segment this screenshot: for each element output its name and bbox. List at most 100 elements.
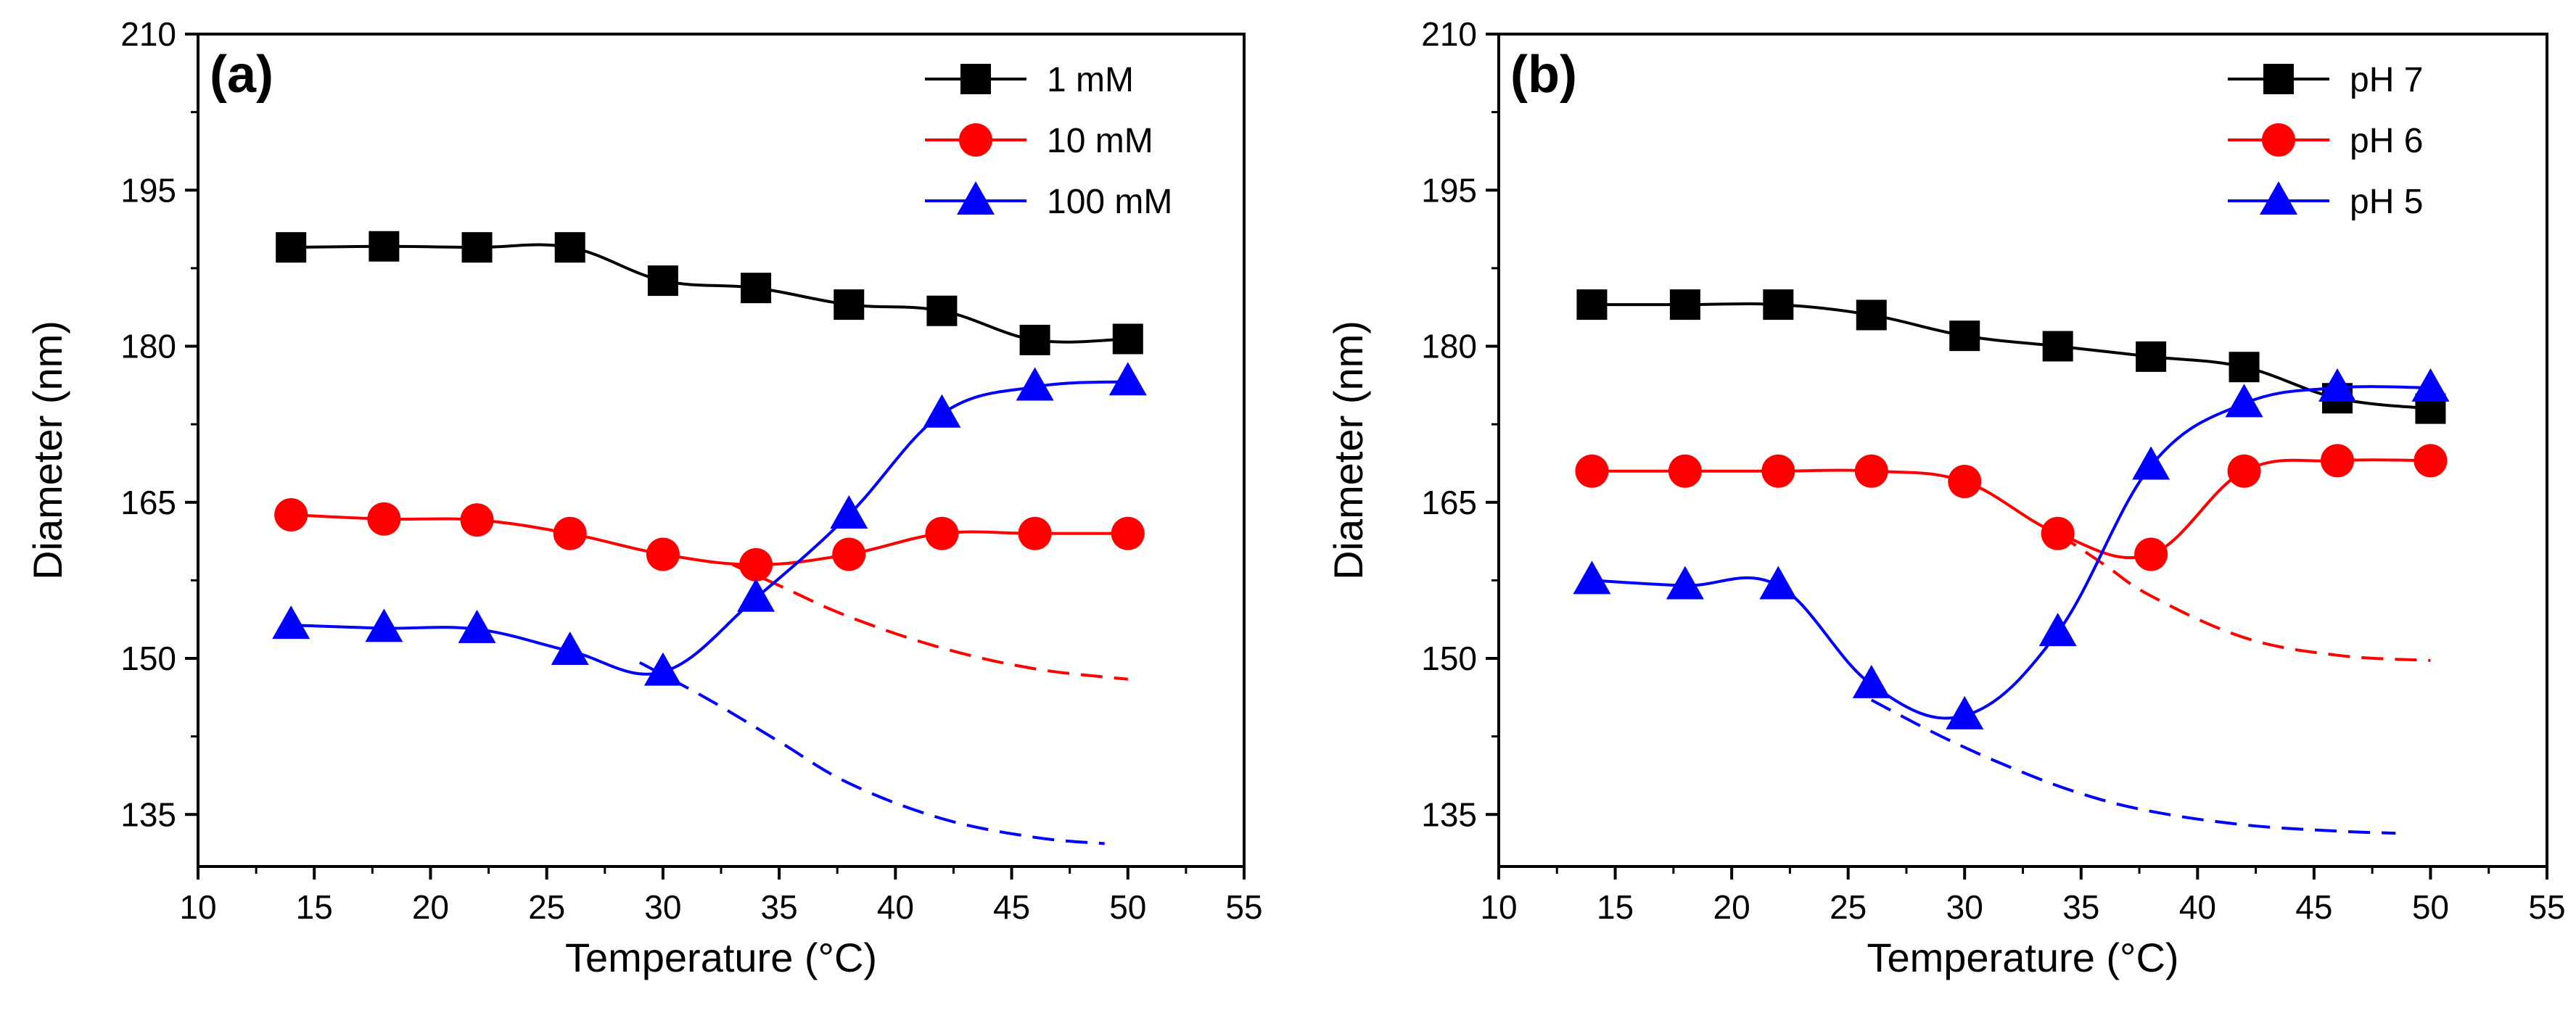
data-point-1-8 (1018, 516, 1052, 550)
y-tick-label: 135 (1421, 795, 1477, 833)
data-point-1-6 (832, 537, 866, 571)
x-tick-label: 20 (412, 888, 449, 926)
legend-label: 100 mM (1047, 183, 1172, 221)
legend-marker (957, 181, 995, 215)
data-point-2-0 (272, 605, 310, 640)
panel-label: (b) (1510, 46, 1577, 104)
y-tick-label: 195 (1421, 171, 1477, 209)
x-tick-label: 30 (644, 888, 681, 926)
legend-label: 10 mM (1047, 122, 1153, 160)
data-point-0-8 (1019, 324, 1050, 355)
legend-label: pH 7 (2350, 61, 2423, 99)
y-tick-label: 150 (120, 640, 176, 677)
data-point-0-3 (1856, 299, 1887, 331)
data-point-2-3 (1852, 664, 1890, 698)
data-point-1-9 (2414, 444, 2448, 478)
data-point-1-5 (739, 547, 773, 582)
data-point-1-1 (367, 502, 401, 536)
y-tick-label: 180 (120, 328, 176, 365)
data-point-2-3 (551, 631, 589, 665)
panel-a: 10 15 20 25 30 35 40 45 50 55 135 150 165 180 195 210 Te… (25, 15, 1263, 980)
data-point-0-3 (554, 232, 585, 263)
data-point-1-0 (1575, 454, 1609, 488)
data-point-0-0 (276, 232, 307, 263)
x-tick-label: 30 (1946, 888, 1983, 926)
data-point-0-7 (2229, 352, 2260, 383)
data-point-1-3 (1854, 454, 1888, 488)
legend-marker (2260, 181, 2297, 215)
x-tick-label: 55 (2528, 888, 2565, 926)
data-point-2-6 (2132, 446, 2170, 480)
panel-label: (a) (210, 46, 273, 104)
x-tick-label: 15 (296, 888, 333, 926)
legend-label: 1 mM (1047, 61, 1134, 99)
y-axis-title: Diameter (nm) (25, 320, 70, 580)
data-point-0-4 (1949, 320, 1980, 352)
fit-curve-0 (732, 563, 1129, 681)
data-point-2-5 (2038, 613, 2077, 647)
data-point-2-6 (830, 495, 868, 529)
x-tick-label: 25 (528, 888, 565, 926)
data-point-2-5 (737, 578, 775, 612)
x-tick-label: 10 (179, 888, 216, 926)
data-point-0-1 (369, 231, 400, 262)
data-point-2-0 (1573, 560, 1611, 595)
legend-marker (2262, 123, 2295, 157)
x-tick-label: 35 (761, 888, 798, 926)
y-axis-title: Diameter (nm) (1325, 320, 1371, 580)
y-tick-label: 180 (1421, 328, 1477, 365)
data-point-2-7 (923, 394, 961, 428)
data-point-0-2 (1763, 289, 1794, 320)
data-point-1-0 (274, 497, 308, 531)
fit-curve-1 (638, 661, 1105, 845)
x-tick-label: 50 (1109, 888, 1146, 926)
x-tick-label: 15 (1597, 888, 1634, 926)
fit-curve-0 (2057, 532, 2431, 662)
data-point-1-8 (2321, 444, 2354, 478)
x-tick-label: 20 (1713, 888, 1750, 926)
data-point-0-5 (741, 273, 772, 304)
data-point-2-2 (1759, 566, 1798, 600)
data-point-1-6 (2134, 537, 2168, 571)
data-point-0-5 (2042, 331, 2073, 362)
data-point-2-9 (1108, 362, 1147, 396)
y-tick-label: 195 (120, 171, 176, 209)
y-tick-label: 210 (1421, 15, 1477, 53)
y-tick-label: 210 (120, 15, 176, 53)
legend-label: pH 5 (2350, 183, 2423, 221)
x-tick-label: 45 (2295, 888, 2332, 926)
series-line-0 (291, 243, 1128, 344)
legend-label: pH 6 (2350, 122, 2423, 160)
series-line-0 (1592, 302, 2431, 410)
data-point-0-7 (926, 295, 958, 326)
x-tick-label: 40 (877, 888, 914, 926)
x-axis-title: Temperature (°C) (565, 935, 877, 980)
x-tick-label: 25 (1830, 888, 1867, 926)
y-tick-label: 150 (1421, 640, 1477, 677)
x-tick-label: 40 (2179, 888, 2216, 926)
data-point-1-1 (1668, 454, 1702, 488)
data-point-2-7 (2225, 384, 2263, 418)
data-point-2-4 (643, 652, 682, 686)
data-point-0-9 (1112, 323, 1143, 355)
x-tick-label: 10 (1480, 888, 1517, 926)
data-point-1-2 (460, 503, 494, 537)
series-line-2 (1592, 385, 2431, 720)
data-point-0-1 (1669, 289, 1700, 320)
x-axis-title: Temperature (°C) (1867, 935, 2178, 980)
data-point-0-4 (647, 265, 678, 297)
data-point-0-0 (1576, 289, 1608, 320)
legend-marker (960, 64, 991, 94)
data-point-1-3 (553, 516, 587, 550)
legend-marker (2263, 64, 2294, 94)
data-point-1-4 (1948, 465, 1982, 499)
data-point-2-8 (1016, 367, 1054, 401)
y-tick-label: 135 (120, 795, 176, 833)
panel-b: 10 15 20 25 30 35 40 45 50 55 135 150 165 180 195 210 Te… (1325, 15, 2566, 980)
data-point-0-2 (461, 232, 493, 263)
data-point-1-5 (2041, 516, 2075, 550)
data-point-2-2 (458, 609, 496, 643)
series-line-1 (291, 513, 1128, 566)
data-point-1-9 (1111, 516, 1145, 550)
